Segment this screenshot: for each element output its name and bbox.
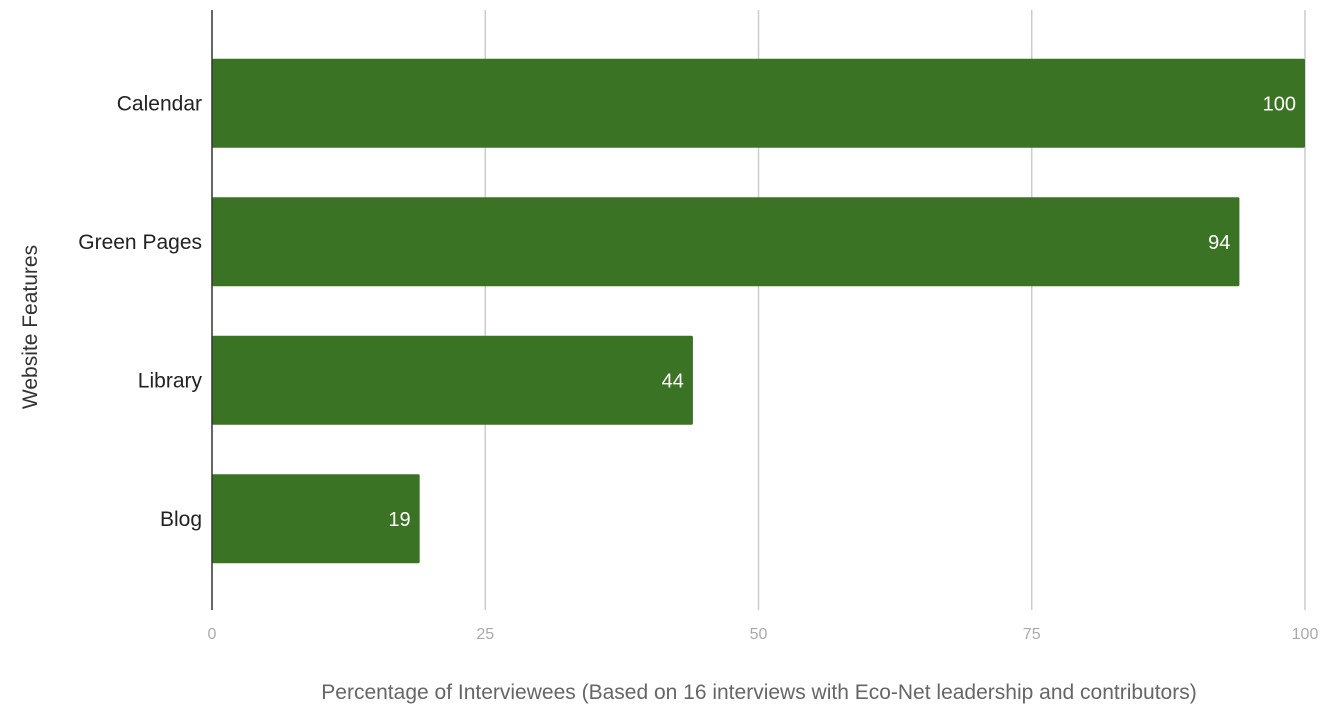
x-tick-label: 0 [208,626,217,643]
category-label: Library [138,369,203,392]
bar-value-label: 100 [1263,93,1296,115]
x-axis-title: Percentage of Interviewees (Based on 16 … [321,681,1196,704]
x-tick-label: 100 [1292,626,1319,643]
bar [212,197,1240,287]
x-tick-label: 75 [1023,626,1041,643]
bar [212,335,693,425]
bar-value-label: 19 [388,509,410,531]
category-label: Blog [160,508,202,531]
labels-layer: 0 25 50 75 100 Calendar 100 Green Pages 94 Librar… [78,92,1318,643]
category-label: Calendar [117,92,202,115]
bar-value-label: 94 [1208,232,1230,254]
y-axis-title: Website Features [19,245,42,409]
bar-value-label: 44 [662,370,684,392]
category-label: Green Pages [78,231,202,254]
bar [212,58,1305,148]
bar [212,474,420,564]
bars-layer [212,58,1305,564]
x-tick-label: 25 [476,626,494,643]
x-tick-label: 50 [750,626,768,643]
